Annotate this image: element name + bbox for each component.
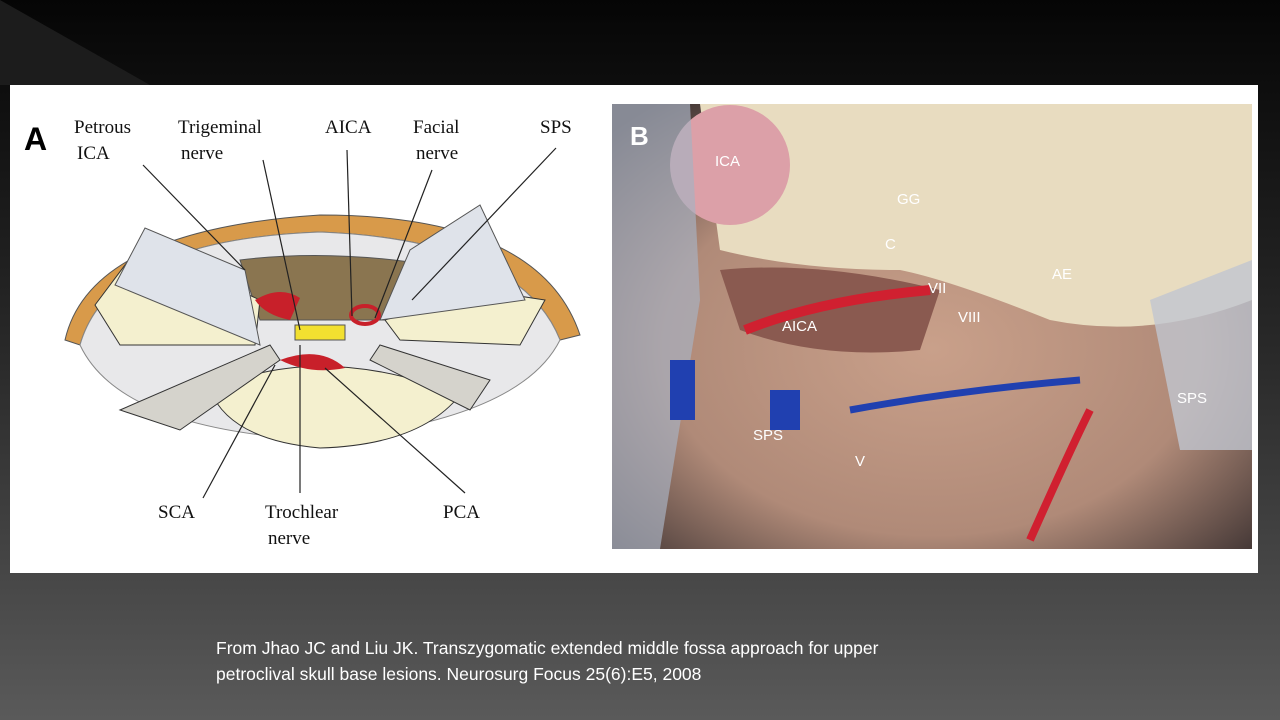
label: V (855, 453, 865, 470)
label: Facial (413, 117, 459, 138)
label: SPS (540, 117, 572, 138)
label: SCA (158, 502, 195, 523)
panel-letter: B (630, 121, 649, 151)
label: AICA (325, 117, 372, 138)
label: AE (1052, 266, 1072, 283)
label: Petrous (74, 117, 131, 138)
label: ICA (77, 143, 110, 164)
label: nerve (268, 528, 310, 549)
label: nerve (416, 143, 458, 164)
label: C (885, 236, 896, 253)
label: Trigeminal (178, 117, 262, 138)
label: AICA (782, 318, 817, 335)
label: SPS (753, 427, 783, 444)
panel-letter: A (24, 121, 47, 157)
decor (0, 0, 150, 85)
label: PCA (443, 502, 480, 523)
label: GG (897, 191, 920, 208)
label: VII (928, 280, 946, 297)
caption-line: From Jhao JC and Liu JK. Transzygomatic … (216, 638, 879, 658)
label: SPS (1177, 390, 1207, 407)
label: ICA (715, 153, 740, 170)
illustration (64, 147, 581, 499)
label: nerve (181, 143, 223, 164)
label: Trochlear (265, 502, 339, 523)
caption-line: petroclival skull base lesions. Neurosur… (216, 664, 701, 684)
label: VIII (958, 309, 981, 326)
photo (612, 104, 1252, 549)
